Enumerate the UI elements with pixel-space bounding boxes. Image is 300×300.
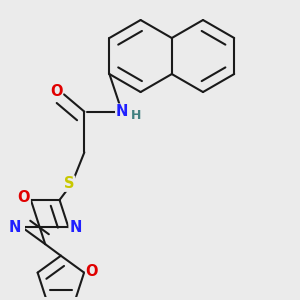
Text: N: N: [116, 104, 128, 119]
Text: H: H: [131, 109, 141, 122]
Text: N: N: [69, 220, 82, 235]
Text: N: N: [8, 220, 21, 235]
Text: S: S: [64, 176, 75, 191]
Text: O: O: [86, 263, 98, 278]
Text: O: O: [18, 190, 30, 205]
Text: O: O: [50, 84, 62, 99]
